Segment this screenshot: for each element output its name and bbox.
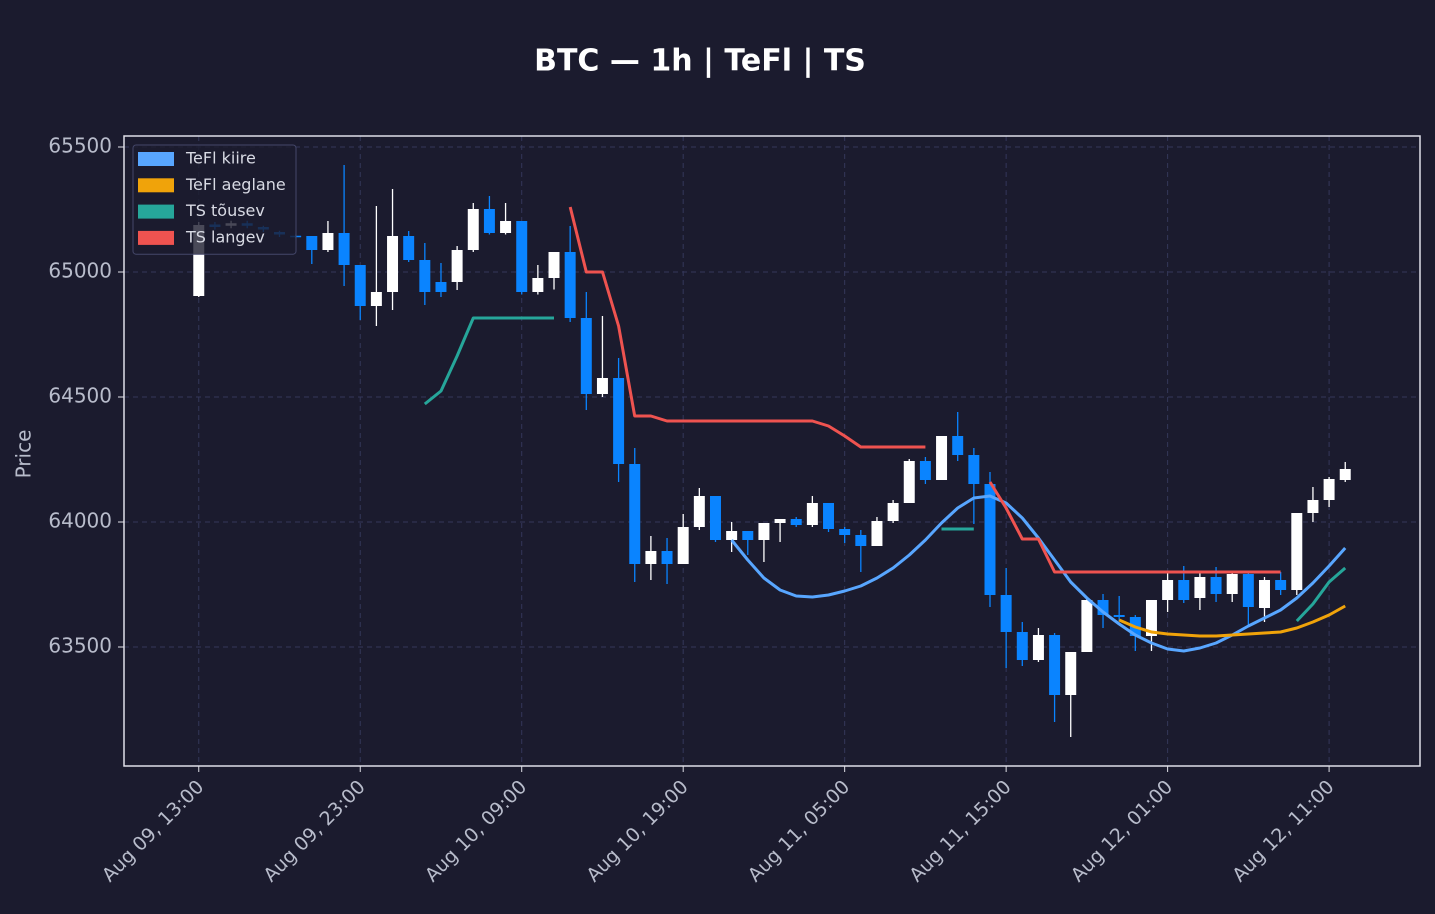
candle-body bbox=[483, 209, 495, 233]
candle-body bbox=[419, 260, 431, 292]
candle-body bbox=[855, 535, 867, 546]
candle-body bbox=[758, 523, 770, 540]
candle-body bbox=[306, 236, 318, 250]
candle-body bbox=[984, 484, 996, 595]
y-tick-label: 64000 bbox=[48, 509, 112, 533]
x-tick-label: Aug 10, 09:00 bbox=[421, 776, 531, 886]
candle-body bbox=[1210, 577, 1222, 594]
candle-body bbox=[693, 496, 705, 527]
candle-body bbox=[596, 378, 608, 394]
candle-body bbox=[1000, 595, 1012, 632]
candle-body bbox=[1178, 580, 1190, 600]
candle-body bbox=[968, 455, 980, 484]
candle-body bbox=[1226, 574, 1238, 594]
candle-body bbox=[806, 503, 818, 525]
candle-body bbox=[1307, 500, 1319, 513]
x-tick-label: Aug 09, 13:00 bbox=[98, 776, 208, 886]
candle-body bbox=[1291, 513, 1303, 590]
candle-body bbox=[564, 252, 576, 318]
legend-box bbox=[132, 144, 297, 255]
candle-body bbox=[709, 496, 721, 540]
candle-body bbox=[629, 464, 641, 564]
candle-body bbox=[516, 221, 528, 292]
candle-body bbox=[936, 436, 948, 480]
plot-frame bbox=[123, 135, 1421, 767]
candle-body bbox=[435, 282, 447, 292]
candle-body bbox=[467, 209, 479, 250]
candle-body bbox=[1016, 632, 1028, 660]
x-tick-label: Aug 11, 15:00 bbox=[905, 776, 1015, 886]
candle-body bbox=[677, 527, 689, 564]
candle-body bbox=[548, 252, 560, 278]
y-tick-label: 65000 bbox=[48, 259, 112, 283]
candle-body bbox=[871, 521, 883, 546]
plot bbox=[193, 165, 1351, 737]
candle-body bbox=[1323, 479, 1335, 500]
candle-body bbox=[1065, 652, 1077, 695]
candle-body bbox=[1242, 574, 1254, 607]
indicator-line bbox=[423, 316, 1347, 623]
x-tick-label: Aug 12, 01:00 bbox=[1067, 776, 1177, 886]
legend: TeFl kiire TeFl aeglane TS tõusev TS langev bbox=[132, 144, 297, 255]
candle-body bbox=[1339, 469, 1351, 480]
legend-swatch bbox=[138, 178, 174, 193]
legend-swatch bbox=[138, 152, 174, 166]
candle-body bbox=[354, 265, 366, 306]
x-tick-label: Aug 11, 05:00 bbox=[744, 776, 854, 886]
candle-body bbox=[790, 519, 802, 525]
candle-body bbox=[1032, 635, 1044, 660]
candle-body bbox=[774, 519, 786, 523]
legend-label: TS langev bbox=[185, 227, 265, 246]
x-tick-label: Aug 10, 19:00 bbox=[582, 776, 692, 886]
candle-body bbox=[613, 378, 625, 464]
indicator-line bbox=[1118, 604, 1346, 638]
candle-body bbox=[903, 461, 915, 503]
candle-body bbox=[1194, 577, 1206, 598]
candle-body bbox=[500, 221, 512, 233]
indicator-line bbox=[568, 206, 1281, 574]
candle-body bbox=[1145, 600, 1157, 636]
candle-body bbox=[387, 236, 399, 292]
candle-body bbox=[726, 531, 738, 540]
candle-body bbox=[1049, 635, 1061, 695]
candle-body bbox=[580, 318, 592, 394]
candle-body bbox=[338, 233, 350, 265]
legend-label: TS tõusev bbox=[185, 201, 265, 220]
y-tick-label: 65500 bbox=[48, 134, 112, 158]
y-tick-label: 63500 bbox=[48, 634, 112, 658]
candle-body bbox=[322, 233, 334, 250]
candle-body bbox=[839, 529, 851, 535]
legend-label: TeFl kiire bbox=[185, 149, 256, 168]
legend-swatch bbox=[138, 204, 174, 219]
legend-swatch bbox=[138, 230, 174, 245]
x-tick-label: Aug 12, 11:00 bbox=[1228, 776, 1338, 886]
chart-title: BTC — 1h | TeFl | TS bbox=[534, 44, 866, 79]
candle-body bbox=[1097, 600, 1109, 615]
candle-body bbox=[193, 225, 205, 296]
candle-body bbox=[952, 436, 964, 455]
candle-body bbox=[1113, 615, 1125, 617]
candle-body bbox=[1259, 580, 1270, 608]
candle-body bbox=[370, 292, 382, 306]
candle-body bbox=[919, 461, 931, 480]
y-axis-label: Price bbox=[12, 430, 36, 479]
candle-body bbox=[742, 531, 754, 540]
candle-body bbox=[887, 503, 899, 521]
candle-body bbox=[1162, 580, 1174, 600]
candle-body bbox=[645, 551, 657, 564]
grid bbox=[124, 136, 1420, 766]
candle-body bbox=[661, 551, 673, 564]
legend-label: TeFl aeglane bbox=[185, 175, 286, 194]
candle-body bbox=[451, 250, 463, 282]
candle-body bbox=[532, 278, 544, 292]
candle-body bbox=[403, 236, 415, 260]
y-tick-label: 64500 bbox=[48, 384, 112, 408]
candle-body bbox=[823, 503, 835, 529]
x-tick-label: Aug 09, 23:00 bbox=[259, 776, 369, 886]
candle-body bbox=[1081, 600, 1093, 652]
candle-body bbox=[1275, 580, 1287, 590]
